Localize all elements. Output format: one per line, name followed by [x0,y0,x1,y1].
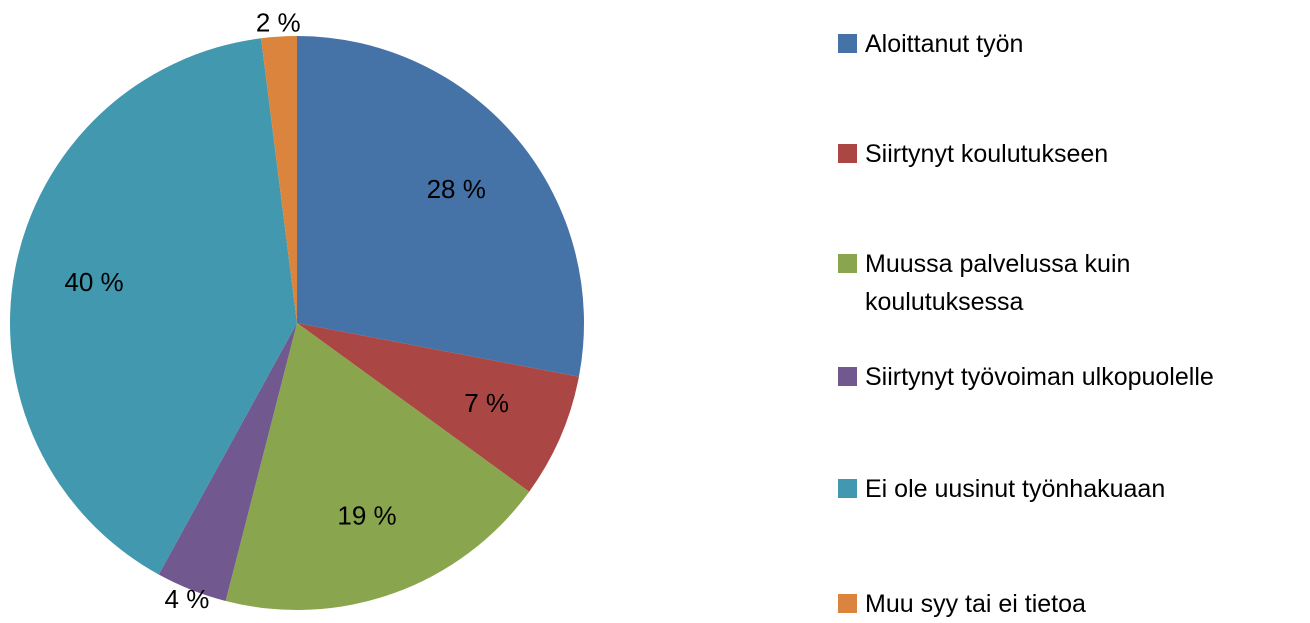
legend-label: Ei ole uusinut työnhakuaan [865,475,1166,503]
slice-label: 19 % [337,500,396,530]
legend-swatch [838,367,857,386]
legend-item: Muussa palvelussa kuin koulutuksessa [838,245,1235,321]
legend-label: Siirtynyt työvoiman ulkopuolelle [865,363,1214,391]
legend-item: Muu syy tai ei tietoa [838,585,1235,623]
pie-slice [297,36,584,377]
legend-item: Siirtynyt koulutukseen [838,135,1235,173]
slice-label: 2 % [256,7,301,37]
pie-slice [9,38,297,575]
legend-item: Siirtynyt työvoiman ulkopuolelle [838,358,1235,396]
slice-label: 7 % [464,388,509,418]
slice-label: 28 % [427,174,486,204]
slice-label: 40 % [64,267,123,297]
legend-label: Muu syy tai ei tietoa [865,590,1086,618]
legend-label: Siirtynyt koulutukseen [865,140,1109,168]
slice-label: 4 % [165,584,210,614]
legend-swatch [838,254,857,273]
legend-swatch [838,34,857,53]
legend-item: Ei ole uusinut työnhakuaan [838,470,1235,508]
pie-slice [225,323,530,610]
legend-item: Aloittanut työn [838,25,1235,63]
pie-slice [261,36,297,323]
legend: Aloittanut työn Siirtynyt koulutukseen Muu… [838,0,1308,620]
legend-swatch [838,479,857,498]
legend-swatch [838,144,857,163]
pie-slice [297,323,579,492]
legend-swatch [838,594,857,613]
pie-slice [158,323,297,601]
legend-label: Aloittanut työn [865,30,1024,58]
chart: 28 % 7 % 19 % 4 % 40 % 2 % [9,7,584,614]
legend-label: Muussa palvelussa kuin koulutuksessa [865,250,1131,316]
